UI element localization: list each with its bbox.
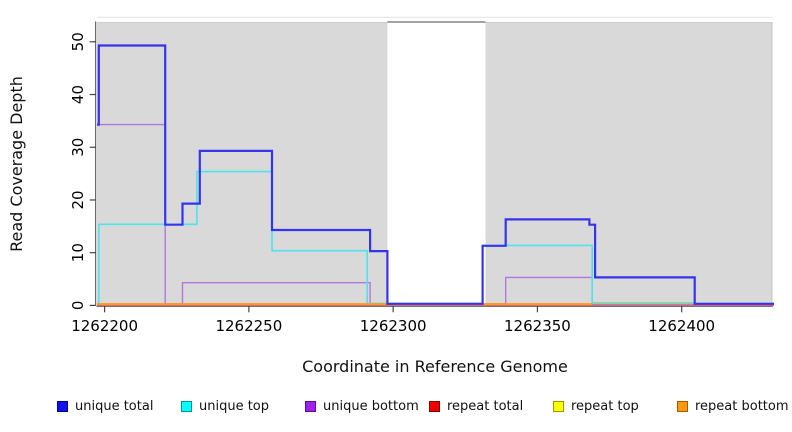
legend-swatch-icon: [677, 401, 688, 412]
legend-swatch-icon: [305, 401, 316, 412]
legend-item-unique-top: unique top: [181, 399, 269, 414]
series-line-unique-top: [97, 170, 774, 305]
y-tick-label: 10: [69, 243, 87, 262]
legend-item-repeat-total: repeat total: [429, 399, 523, 414]
legend-item-unique-total: unique total: [57, 399, 153, 414]
legend-swatch-icon: [57, 401, 68, 412]
y-tick-label: 30: [69, 138, 87, 157]
legend-label: repeat top: [571, 399, 639, 414]
legend-label: unique bottom: [323, 399, 419, 414]
x-axis-title: Coordinate in Reference Genome: [302, 357, 568, 376]
legend-label: unique total: [75, 399, 154, 414]
x-tick-label: 1262200: [71, 317, 138, 335]
legend-item-repeat-bottom: repeat bottom: [677, 399, 789, 414]
series-line-unique-total: [97, 44, 774, 305]
legend-label: repeat total: [447, 399, 524, 414]
legend-item-repeat-top: repeat top: [553, 399, 639, 414]
y-tick-label: 40: [69, 85, 87, 104]
legend-swatch-icon: [429, 401, 440, 412]
y-axis-title: Read Coverage Depth: [7, 76, 26, 252]
x-tick-label: 1262300: [360, 317, 427, 335]
x-tick-label: 1262350: [504, 317, 571, 335]
y-tick-label: 50: [69, 32, 87, 51]
y-tick-label: 0: [69, 301, 87, 311]
legend-label: repeat bottom: [695, 399, 789, 414]
y-tick-label: 20: [69, 190, 87, 209]
legend-swatch-icon: [181, 401, 192, 412]
x-tick-label: 1262250: [215, 317, 282, 335]
masked-region: [387, 16, 486, 306]
legend-label: unique top: [199, 399, 270, 414]
coverage-chart-canvas: 1262200 1262250 1262300 1262350 1262400 0 10 20…: [69, 16, 774, 335]
legend-item-unique-bottom: unique bottom: [305, 399, 419, 414]
legend-swatch-icon: [553, 401, 564, 412]
x-tick-label: 1262400: [648, 317, 715, 335]
